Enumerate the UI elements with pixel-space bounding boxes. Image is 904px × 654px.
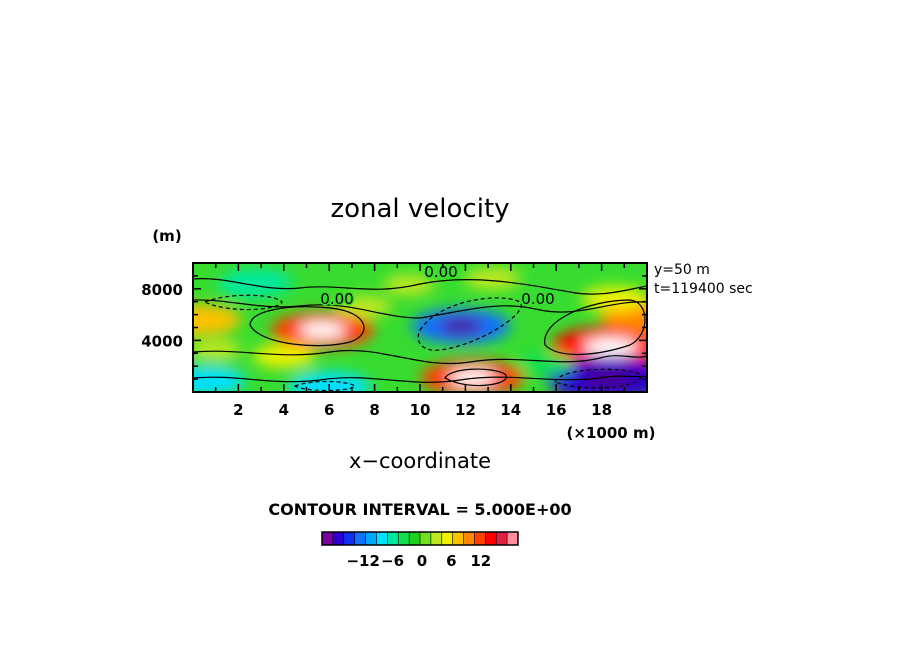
x-tick-label: 6 — [324, 401, 334, 419]
colorbar-swatch — [332, 532, 345, 545]
contour-label-1: 0.00 — [424, 263, 457, 281]
colorbar-tick-label: 6 — [446, 552, 456, 570]
contour-interval-label: CONTOUR INTERVAL = 5.000E+00 — [268, 500, 571, 519]
colorbar-swatch — [387, 532, 399, 545]
contour-label-3: 0.00 — [521, 290, 554, 308]
field-feature-8 — [193, 365, 246, 392]
field-feature-core-5 — [580, 369, 637, 389]
contour-neg-1 — [417, 297, 522, 351]
x-axis-ticks: 2 4 6 8 10 12 14 16 18 — [214, 263, 626, 419]
contour-lines — [193, 278, 647, 392]
field-feature-core-6 — [448, 369, 496, 387]
colorbar-ticks: −12 −6 0 6 12 — [346, 552, 491, 570]
contour-zero-3 — [193, 349, 647, 365]
colorbar-swatch — [398, 532, 410, 545]
x-tick-label: 14 — [500, 401, 521, 419]
colorbar-swatch — [322, 532, 334, 545]
field-feature-12 — [218, 274, 281, 299]
annotation-y: y=50 m — [654, 262, 710, 278]
colorbar — [321, 531, 519, 546]
contour-pos-1 — [249, 306, 365, 347]
contour-pos-3 — [444, 368, 508, 387]
colorbar-swatch — [409, 532, 421, 545]
chart-title: zonal velocity — [330, 194, 509, 224]
contour-neg-3 — [203, 294, 283, 311]
field-feature-core-3 — [438, 318, 483, 335]
x-tick-label: 10 — [410, 401, 431, 419]
contour-zero-4 — [193, 375, 647, 383]
colorbar-swatch — [376, 532, 388, 545]
x-tick-label: 4 — [279, 401, 289, 419]
field-feature-18 — [193, 339, 242, 360]
colorbar-swatch — [343, 532, 356, 545]
colorbar-swatch — [474, 532, 486, 545]
colorbar-swatch — [485, 532, 497, 545]
x-tick-label: 18 — [591, 401, 612, 419]
colorbar-swatch — [452, 532, 464, 545]
colorbar-swatch — [430, 532, 443, 545]
colorbar-swatch — [496, 532, 508, 545]
x-tick-label: 12 — [455, 401, 476, 419]
colorbar-tick-label: 0 — [417, 552, 427, 570]
x-tick-label: 16 — [546, 401, 567, 419]
contour-neg-2 — [554, 368, 642, 389]
field-feature-15 — [252, 343, 315, 368]
field-feature-16 — [516, 352, 574, 375]
y-tick-label: 8000 — [141, 281, 183, 299]
contour-zero-1 — [193, 278, 647, 295]
field-feature-7 — [287, 371, 371, 392]
velocity-field — [193, 267, 647, 392]
contour-label-2: 0.00 — [320, 290, 353, 308]
colorbar-tick-label: 12 — [470, 552, 491, 570]
y-axis-ticks: 4000 8000 — [141, 275, 647, 380]
colorbar-swatch — [463, 532, 475, 545]
colorbar-swatch — [365, 532, 377, 545]
y-axis-unit: (m) — [152, 227, 181, 245]
colorbar-swatch — [420, 532, 432, 545]
x-axis-label: x−coordinate — [349, 449, 491, 473]
annotation-t: t=119400 sec — [654, 281, 753, 297]
field-feature-11 — [581, 286, 647, 312]
contour-neg-4 — [293, 380, 356, 392]
colorbar-swatch — [507, 532, 519, 545]
colorbar-tick-label: −6 — [381, 552, 404, 570]
field-feature-core-1 — [299, 321, 346, 339]
x-tick-label: 2 — [233, 401, 243, 419]
field-feature-9 — [193, 304, 242, 335]
plot-area: 0.00 0.00 0.00 — [193, 263, 647, 392]
field-feature-core-4 — [583, 337, 638, 357]
y-tick-label: 4000 — [141, 332, 183, 350]
field-feature-13 — [464, 267, 522, 290]
x-axis-unit: (×1000 m) — [567, 424, 656, 442]
colorbar-tick-label: −12 — [346, 552, 379, 570]
colorbar-swatch — [354, 532, 366, 545]
contour-zero-2 — [193, 299, 647, 319]
contour-pos-2 — [544, 299, 646, 355]
field-feature-17 — [382, 274, 435, 296]
colorbar-swatch — [441, 532, 454, 545]
x-tick-label: 8 — [369, 401, 379, 419]
